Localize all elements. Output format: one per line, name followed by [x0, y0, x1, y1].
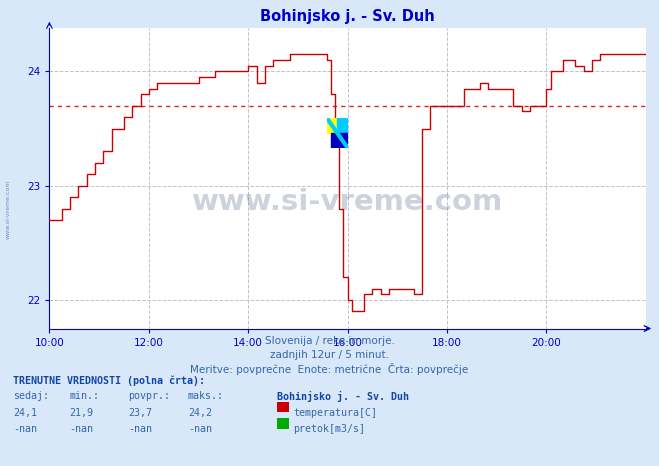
Text: temperatura[C]: temperatura[C]: [293, 408, 377, 418]
Text: Bohinjsko j. - Sv. Duh: Bohinjsko j. - Sv. Duh: [277, 391, 409, 403]
Text: Meritve: povprečne  Enote: metrične  Črta: povprečje: Meritve: povprečne Enote: metrične Črta:…: [190, 363, 469, 375]
Text: www.si-vreme.com: www.si-vreme.com: [192, 188, 503, 216]
Text: -nan: -nan: [69, 424, 93, 434]
Text: -nan: -nan: [188, 424, 212, 434]
Text: www.si-vreme.com: www.si-vreme.com: [5, 180, 11, 240]
Text: Slovenija / reke in morje.: Slovenija / reke in morje.: [264, 336, 395, 346]
Text: -nan: -nan: [129, 424, 152, 434]
Text: -nan: -nan: [13, 424, 37, 434]
Text: 24,2: 24,2: [188, 408, 212, 418]
Bar: [327, 118, 337, 133]
Text: 21,9: 21,9: [69, 408, 93, 418]
Text: sedaj:: sedaj:: [13, 391, 49, 401]
Bar: [331, 133, 348, 148]
Bar: [337, 118, 348, 133]
Text: TRENUTNE VREDNOSTI (polna črta):: TRENUTNE VREDNOSTI (polna črta):: [13, 375, 205, 386]
Text: zadnjih 12ur / 5 minut.: zadnjih 12ur / 5 minut.: [270, 350, 389, 359]
Title: Bohinjsko j. - Sv. Duh: Bohinjsko j. - Sv. Duh: [260, 9, 435, 24]
Text: 23,7: 23,7: [129, 408, 152, 418]
Text: min.:: min.:: [69, 391, 100, 401]
Text: maks.:: maks.:: [188, 391, 224, 401]
Text: 24,1: 24,1: [13, 408, 37, 418]
Text: pretok[m3/s]: pretok[m3/s]: [293, 424, 365, 434]
Text: povpr.:: povpr.:: [129, 391, 171, 401]
